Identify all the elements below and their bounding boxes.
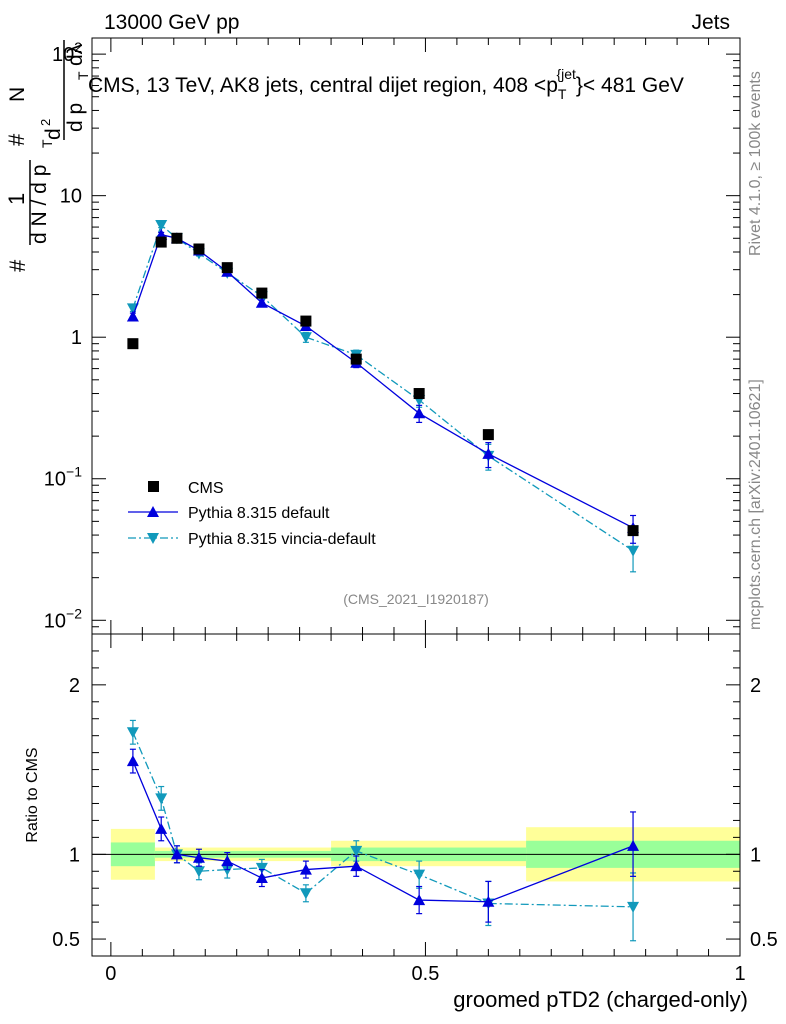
point-default	[255, 296, 268, 308]
svg-text:T: T	[39, 139, 55, 148]
main-y-tick-label: 10−1	[44, 464, 82, 491]
svg-text:#: #	[4, 133, 29, 146]
svg-text:d N / d p: d N / d p	[28, 165, 51, 244]
point-cms	[627, 525, 639, 537]
ratio-ticks: 0.5 0.51 12 20 0.5 1	[52, 634, 778, 985]
ratio-x-tick-label: 1	[734, 963, 745, 985]
ratio-y-tick-label: 1	[69, 844, 80, 866]
header-left: 13000 GeV pp	[104, 11, 239, 34]
point-vincia-ratio	[627, 901, 640, 913]
point-cms	[350, 353, 362, 365]
main-y-tick-label: 1	[71, 327, 82, 349]
point-default-ratio	[192, 851, 205, 863]
main-y-tick-label: 102	[52, 39, 82, 66]
point-cms	[413, 388, 425, 400]
mcplots-label: mcplots.cern.ch [arXiv:2401.10621]	[747, 379, 764, 630]
point-cms	[482, 429, 494, 441]
svg-text:dλ: dλ	[64, 43, 87, 66]
point-vincia-ratio	[126, 727, 139, 739]
plot-title: CMS, 13 TeV, AK8 jets, central dijet reg…	[88, 66, 684, 102]
point-default-ratio	[170, 848, 183, 860]
point-vincia	[627, 545, 640, 557]
point-cms	[256, 287, 268, 299]
point-default	[482, 447, 495, 459]
point-default-ratio	[413, 894, 426, 906]
ratio-y-label: Ratio to CMS	[24, 747, 41, 842]
legend-item-default: Pythia 8.315 default	[128, 505, 330, 522]
ratio-x-tick-label: 0	[105, 963, 116, 985]
legend: CMS Pythia 8.315 default Pythia 8.315 vi…	[128, 480, 376, 548]
point-default-ratio	[627, 839, 640, 851]
point-vincia-ratio	[255, 862, 268, 874]
svg-text:N: N	[6, 87, 29, 102]
rivet-label: Rivet 4.1.0, ≥ 100k events	[747, 71, 764, 256]
main-panel: 10−2 10−1 1 10 102	[44, 37, 741, 635]
ratio-x-tick-label: 0.5	[412, 963, 440, 985]
analysis-id: (CMS_2021_I1920187)	[343, 591, 489, 607]
svg-text:#: #	[5, 259, 30, 272]
point-default	[126, 310, 139, 322]
point-vincia-ratio	[155, 793, 168, 805]
main-y-label: # 1 d N / d p T # d 2 N d p T dλ	[4, 40, 91, 272]
point-default	[413, 407, 426, 419]
point-default-ratio	[255, 872, 268, 884]
point-default-ratio	[126, 755, 139, 767]
series-line-vincia	[132, 223, 634, 552]
ratio-y-tick-label-right: 2	[750, 675, 761, 697]
point-vincia	[155, 220, 168, 232]
svg-text:T: T	[75, 71, 91, 80]
ratio-y-tick-label-right: 1	[750, 844, 761, 866]
legend-marker-cms	[148, 481, 159, 492]
point-cms	[171, 232, 183, 244]
point-cms	[127, 338, 139, 350]
ratio-y-tick-label: 2	[69, 675, 80, 697]
point-cms	[155, 236, 167, 248]
x-axis-label: groomed pTD2 (charged-only)	[453, 987, 748, 1012]
ratio-series	[126, 719, 640, 942]
header-right: Jets	[691, 11, 730, 34]
point-cms	[221, 262, 233, 274]
point-vincia-ratio	[192, 866, 205, 878]
legend-marker-default	[147, 506, 159, 517]
ratio-y-tick-label: 0.5	[52, 929, 80, 951]
legend-item-cms: CMS	[148, 480, 224, 497]
point-vincia	[299, 332, 312, 344]
legend-label-default: Pythia 8.315 default	[188, 505, 330, 522]
point-vincia-ratio	[413, 869, 426, 881]
svg-text:d p: d p	[64, 103, 87, 132]
main-ticks: 10−2 10−1 1 10 102	[44, 38, 741, 635]
legend-label-vincia: Pythia 8.315 vincia-default	[188, 531, 376, 548]
svg-text:1: 1	[4, 193, 29, 205]
point-vincia-ratio	[350, 845, 363, 857]
main-y-tick-label: 10	[60, 186, 82, 208]
main-series	[126, 220, 640, 573]
svg-text:2: 2	[38, 119, 53, 126]
legend-label-cms: CMS	[188, 480, 224, 497]
point-default-ratio	[221, 855, 234, 867]
ratio-panel: 0.5 0.51 12 20 0.5 1	[52, 633, 778, 985]
point-default-ratio	[299, 863, 312, 875]
legend-item-vincia: Pythia 8.315 vincia-default	[128, 531, 376, 548]
point-cms	[300, 315, 312, 327]
point-vincia-ratio	[299, 888, 312, 900]
point-default-ratio	[350, 860, 363, 872]
ratio-frame	[91, 633, 741, 957]
legend-marker-vincia	[147, 533, 159, 544]
ratio-y-tick-label-right: 0.5	[750, 929, 778, 951]
main-y-tick-label: 10−2	[44, 605, 82, 632]
point-cms	[193, 243, 205, 255]
svg-text:d: d	[42, 128, 65, 140]
point-default-ratio	[482, 895, 495, 907]
point-default-ratio	[155, 822, 168, 834]
